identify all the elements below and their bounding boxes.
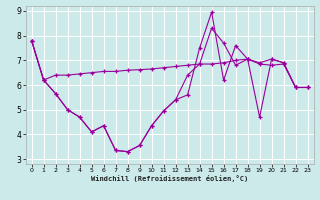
X-axis label: Windchill (Refroidissement éolien,°C): Windchill (Refroidissement éolien,°C)	[91, 175, 248, 182]
